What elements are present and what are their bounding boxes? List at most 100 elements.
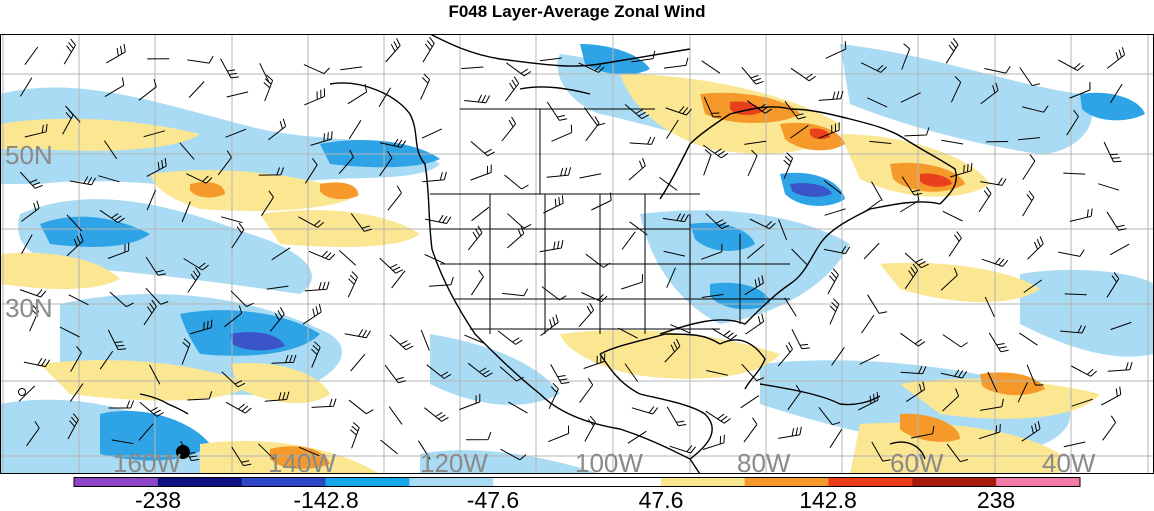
colorbar-tick-label: 47.6 [639, 487, 684, 511]
wind-barb [225, 128, 247, 138]
wind-barb [869, 140, 892, 144]
wind-barb [578, 302, 595, 328]
wind-barb [18, 385, 36, 402]
wind-barb [63, 38, 76, 65]
wind-barb [945, 38, 959, 64]
wind-barb [21, 200, 40, 222]
wind-barb [420, 329, 430, 351]
wind-barb [139, 401, 164, 417]
wind-barb [978, 186, 992, 213]
lon-label-80w: 80W [737, 448, 791, 474]
wind-barb [470, 141, 495, 157]
colorbar-tick-label: -142.8 [293, 487, 358, 511]
wind-barb [987, 371, 998, 393]
wind-barb [24, 46, 39, 65]
wind-barb [829, 298, 840, 325]
wind-barb [146, 189, 157, 211]
wind-barb [784, 101, 806, 120]
wind-barb [1106, 272, 1120, 298]
wind-barb [507, 225, 525, 249]
wind-barb [459, 393, 481, 411]
wind-barb [339, 250, 357, 266]
wind-barb [578, 62, 605, 73]
wind-barb [980, 82, 999, 105]
wind-barb [62, 108, 74, 135]
wind-barb [546, 101, 568, 121]
wind-barb [703, 96, 722, 118]
wind-barb [504, 174, 529, 190]
state-borders [430, 108, 790, 334]
wind-barb [66, 233, 84, 257]
wind-barb [705, 213, 730, 230]
wind-barb [388, 406, 403, 425]
wind-barb [778, 426, 802, 439]
wind-barb [470, 164, 492, 181]
wind-barb [950, 76, 962, 103]
wind-barb [579, 173, 602, 179]
wind-barb [825, 41, 847, 59]
wind-barb [583, 107, 606, 126]
wind-barb [663, 250, 686, 257]
wind-barb [621, 231, 636, 250]
wind-barb [942, 388, 960, 412]
wind-barb [827, 268, 839, 295]
wind-barb [701, 60, 721, 74]
colorbar-tick-label: 142.8 [799, 487, 857, 511]
wind-barb [1060, 325, 1086, 334]
wind-barb [666, 119, 679, 139]
wind-barb [1064, 293, 1087, 296]
colorbar-swatch [577, 477, 662, 487]
wind-barb [348, 399, 374, 415]
wind-barb [271, 247, 291, 261]
wind-barb [749, 218, 776, 230]
colorbar-swatch [912, 477, 997, 487]
wind-barb [424, 407, 449, 422]
wind-barb [187, 267, 201, 293]
wind-barb [429, 276, 454, 287]
graticule [0, 34, 1154, 474]
wind-barb [267, 118, 287, 141]
wind-barb [467, 362, 493, 378]
wind-barb [787, 384, 802, 411]
wind-barb [499, 366, 524, 382]
wind-barb [546, 167, 572, 178]
wind-barb [385, 38, 401, 63]
wind-barb [863, 242, 880, 260]
wind-barb [1102, 415, 1117, 441]
wind-barb [981, 257, 1009, 267]
wind-barb [111, 439, 134, 445]
wind-barb [1110, 321, 1132, 331]
wind-barb [149, 364, 161, 385]
wind-barb [422, 171, 447, 183]
wind-barb [424, 214, 452, 224]
wind-barb [271, 354, 297, 364]
lon-label-40w: 40W [1042, 448, 1096, 474]
wind-barb [226, 91, 249, 98]
colorbar-frame [73, 477, 1081, 487]
wind-barb [629, 136, 656, 145]
wind-barb [949, 162, 973, 178]
wind-barb [791, 328, 810, 350]
wind-barb [1106, 211, 1127, 231]
wind-barb [138, 78, 157, 101]
wind-barb [901, 176, 923, 196]
wind-barb [298, 446, 320, 457]
wind-barb [379, 150, 393, 177]
wind-barb [1026, 364, 1044, 386]
wind-barb [311, 341, 321, 368]
station-marker [176, 445, 190, 459]
colorbar-tick-label: 238 [977, 487, 1015, 511]
wind-barb [29, 305, 39, 332]
wind-barb [98, 175, 120, 183]
wind-barb [379, 138, 407, 148]
wind-barb [741, 363, 765, 382]
wind-barb [624, 363, 639, 382]
wind-barb [348, 120, 362, 140]
wind-barb [1071, 365, 1098, 377]
wind-barb [107, 242, 130, 259]
wind-barb [500, 448, 527, 461]
wind-barb [818, 122, 840, 139]
wind-barb [464, 334, 485, 344]
wind-barb [69, 383, 84, 402]
wind-barb [220, 58, 239, 79]
